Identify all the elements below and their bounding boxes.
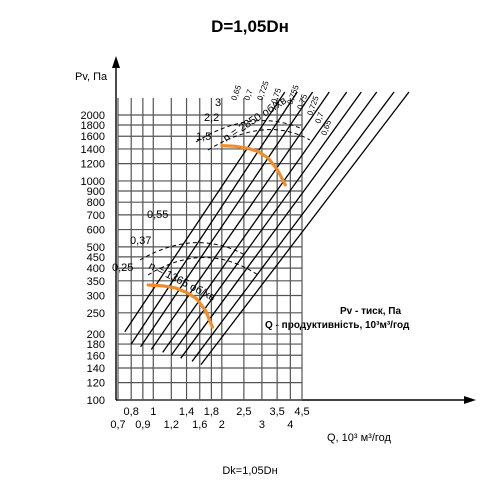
y-axis-arrow [112,56,120,68]
efficiency-arc [139,242,246,261]
legend-flow: Q - продуктивність, 10³м³/год [265,320,410,331]
x-tick-label-lower: 1,6 [192,419,207,431]
power-labels: 0,25 0,37 0,55 1,5 2,2 3 [112,97,221,274]
fan-line [124,91,286,333]
fan-lines [124,91,410,366]
x-tick-label-lower: 3 [259,419,265,431]
efficiency-arc [207,129,311,151]
y-tick-label: 1800 [81,120,105,132]
fan-line [200,91,410,366]
fan-line [130,91,298,345]
power-label: 2,2 [204,112,219,124]
y-tick-label: 120 [87,378,105,390]
x-axis-arrow [464,396,476,404]
efficiency-label: 0,7 [313,111,325,125]
y-tick-label: 400 [87,263,105,275]
chart-title: D=1,05Dн [211,17,289,36]
efficiency-label: 0,7 [242,88,254,102]
x-tick-label-upper: 1,4 [179,406,194,418]
y-tick-label: 2000 [81,110,105,122]
efficiency-arcs [139,120,311,276]
x-tick-label-upper: 3,5 [270,406,285,418]
efficiency-arc [147,257,259,276]
y-tick-label: 800 [87,197,105,209]
y-tick-label: 350 [87,276,105,288]
fan-line [170,91,362,356]
y-tick-label: 1600 [81,131,105,143]
y-tick-label: 1400 [81,144,105,156]
x-tick-label-upper: 1 [150,406,156,418]
y-tick-label: 450 [87,252,105,264]
x-tick-label-lower: 4 [287,419,293,431]
chart-footer: Dk=1,05Dн [222,465,277,477]
power-label: 3 [215,97,221,109]
power-label: 0,55 [147,209,168,221]
x-tick-label-upper: 4,5 [294,406,309,418]
fan-line [140,91,314,348]
y-tick-label: 900 [87,186,105,198]
x-tick-label-upper: 2,5 [236,406,251,418]
y-tick-label: 1200 [81,159,105,171]
y-tick-label: 100 [87,395,105,407]
x-tick-label-lower: 0,9 [135,419,150,431]
y-tick-label: 300 [87,290,105,302]
x-tick-label-upper: 0,8 [124,406,139,418]
legend-pressure: Pv - тиск, Па [340,306,401,317]
x-ticks: 0,8 1 1,4 1,8 2,5 3,5 4,5 0,7 0,9 1,2 1,6 2 3 4 [110,406,309,431]
y-tick-label: 1000 [81,176,105,188]
fan-line [180,91,378,359]
x-axis-label: Q, 10³ м³/год [327,432,392,444]
operating-curve [146,283,215,329]
y-tick-label: 600 [87,225,105,237]
fan-line [162,91,348,353]
y-tick-label: 160 [87,350,105,362]
operating-curves [146,144,287,329]
x-tick-label-lower: 0,7 [110,419,125,431]
y-tick-label: 500 [87,242,105,254]
y-tick-label: 180 [87,339,105,351]
grid [117,98,303,401]
fan-line [150,91,330,350]
operating-curve [220,144,287,187]
power-label: 1,5 [196,131,211,143]
fan-line [191,91,395,362]
y-tick-label: 200 [87,329,105,341]
power-label: 0,37 [130,235,151,247]
x-tick-label-lower: 2 [219,419,225,431]
y-tick-label: 700 [87,210,105,222]
efficiency-arc [195,120,301,143]
power-label: 0,25 [112,262,133,274]
efficiency-label: 0,725 [255,79,270,101]
x-tick-label-lower: 1,2 [164,419,179,431]
y-axis-label: Pv, Па [75,71,108,83]
x-tick-label-upper: 1,8 [204,406,219,418]
y-tick-label: 250 [87,308,105,320]
y-tick-label: 140 [87,363,105,375]
